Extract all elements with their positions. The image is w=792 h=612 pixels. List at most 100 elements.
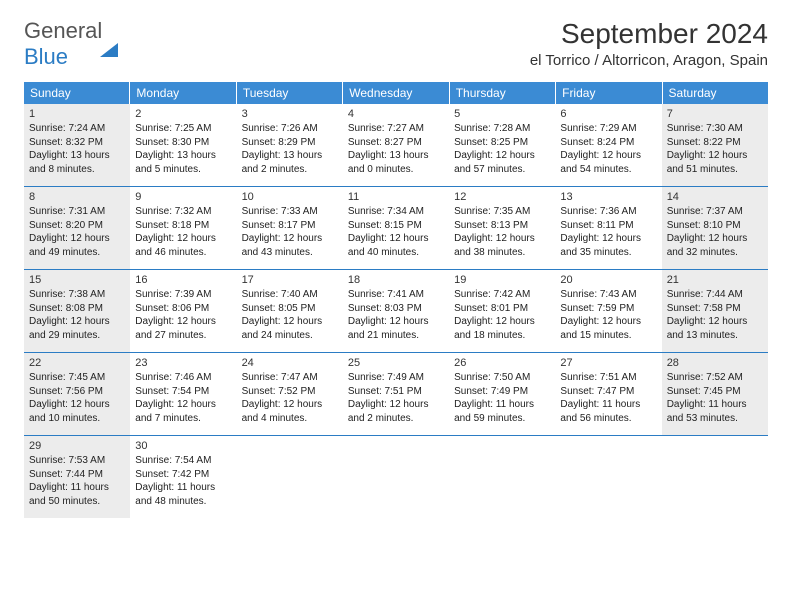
day-cell: 8 Sunrise: 7:31 AMSunset: 8:20 PMDaylight… (24, 187, 130, 269)
day-info: Sunrise: 7:32 AMSunset: 8:18 PMDaylight:… (135, 205, 231, 259)
day-number: 22 (29, 357, 125, 369)
day-info: Sunrise: 7:42 AMSunset: 8:01 PMDaylight:… (454, 288, 550, 342)
day-info: Sunrise: 7:34 AMSunset: 8:15 PMDaylight:… (348, 205, 444, 259)
day-number: 9 (135, 191, 231, 203)
week-row: 1Sunrise: 7:24 AMSunset: 8:32 PMDaylight… (24, 104, 768, 186)
day-cell: 24 Sunrise: 7:47 AMSunset: 7:52 PMDayligh… (237, 353, 343, 435)
day-info: Sunrise: 7:35 AMSunset: 8:13 PMDaylight:… (454, 205, 550, 259)
day-info: Sunrise: 7:38 AMSunset: 8:08 PMDaylight:… (29, 288, 125, 342)
day-cell: 11Sunrise: 7:34 AMSunset: 8:15 PMDayligh… (343, 187, 449, 269)
day-number: 3 (242, 108, 338, 120)
day-info: Sunrise: 7:39 AMSunset: 8:06 PMDaylight:… (135, 288, 231, 342)
day-number: 15 (29, 274, 125, 286)
week-row: 8 Sunrise: 7:31 AMSunset: 8:20 PMDaylight… (24, 186, 768, 269)
day-info: Sunrise: 7:47 AMSunset: 7:52 PMDaylight:… (242, 371, 338, 425)
day-number: 2 (135, 108, 231, 120)
day-info: Sunrise: 7:53 AMSunset: 7:44 PMDaylight:… (29, 454, 125, 508)
calendar-page: General Blue September 2024 el Torrico /… (0, 0, 792, 536)
day-number: 12 (454, 191, 550, 203)
brand-part2: Blue (24, 44, 68, 69)
weekday-header: Wednesday (343, 82, 449, 104)
day-info: Sunrise: 7:33 AMSunset: 8:17 PMDaylight:… (242, 205, 338, 259)
brand-part1: General (24, 18, 102, 43)
day-info: Sunrise: 7:50 AMSunset: 7:49 PMDaylight:… (454, 371, 550, 425)
weekday-header: Friday (556, 82, 662, 104)
week-row: 22Sunrise: 7:45 AMSunset: 7:56 PMDayligh… (24, 352, 768, 435)
day-info: Sunrise: 7:27 AMSunset: 8:27 PMDaylight:… (348, 122, 444, 176)
day-number: 7 (667, 108, 763, 120)
triangle-icon (100, 18, 118, 57)
day-cell: 16 Sunrise: 7:39 AMSunset: 8:06 PMDayligh… (130, 270, 236, 352)
day-cell: 12 Sunrise: 7:35 AMSunset: 8:13 PMDayligh… (449, 187, 555, 269)
day-info: Sunrise: 7:51 AMSunset: 7:47 PMDaylight:… (560, 371, 656, 425)
day-info: Sunrise: 7:36 AMSunset: 8:11 PMDaylight:… (560, 205, 656, 259)
weekday-header: Saturday (663, 82, 768, 104)
day-cell: 9 Sunrise: 7:32 AMSunset: 8:18 PMDaylight… (130, 187, 236, 269)
day-info: Sunrise: 7:31 AMSunset: 8:20 PMDaylight:… (29, 205, 125, 259)
weekday-header: Sunday (24, 82, 130, 104)
day-info: Sunrise: 7:43 AMSunset: 7:59 PMDaylight:… (560, 288, 656, 342)
day-number: 18 (348, 274, 444, 286)
day-info: Sunrise: 7:41 AMSunset: 8:03 PMDaylight:… (348, 288, 444, 342)
day-number: 13 (560, 191, 656, 203)
day-cell: 27Sunrise: 7:51 AMSunset: 7:47 PMDayligh… (555, 353, 661, 435)
day-cell: 13 Sunrise: 7:36 AMSunset: 8:11 PMDayligh… (555, 187, 661, 269)
day-cell: 1Sunrise: 7:24 AMSunset: 8:32 PMDaylight… (24, 104, 130, 186)
day-cell: 21 Sunrise: 7:44 AMSunset: 7:58 PMDayligh… (662, 270, 768, 352)
week-row: 29 Sunrise: 7:53 AMSunset: 7:44 PMDayligh… (24, 435, 768, 518)
day-cell: 25 Sunrise: 7:49 AMSunset: 7:51 PMDayligh… (343, 353, 449, 435)
day-number: 6 (560, 108, 656, 120)
weeks-container: 1Sunrise: 7:24 AMSunset: 8:32 PMDaylight… (24, 104, 768, 518)
page-header: General Blue September 2024 el Torrico /… (24, 18, 768, 70)
day-cell (449, 436, 555, 518)
day-number: 19 (454, 274, 550, 286)
day-info: Sunrise: 7:26 AMSunset: 8:29 PMDaylight:… (242, 122, 338, 176)
day-number: 20 (560, 274, 656, 286)
day-info: Sunrise: 7:24 AMSunset: 8:32 PMDaylight:… (29, 122, 125, 176)
calendar-grid: SundayMondayTuesdayWednesdayThursdayFrid… (24, 82, 768, 518)
day-number: 14 (667, 191, 763, 203)
day-number: 8 (29, 191, 125, 203)
day-info: Sunrise: 7:30 AMSunset: 8:22 PMDaylight:… (667, 122, 763, 176)
day-cell: 6 Sunrise: 7:29 AMSunset: 8:24 PMDaylight… (555, 104, 661, 186)
day-cell: 15 Sunrise: 7:38 AMSunset: 8:08 PMDayligh… (24, 270, 130, 352)
day-info: Sunrise: 7:54 AMSunset: 7:42 PMDaylight:… (135, 454, 231, 508)
day-cell: 4Sunrise: 7:27 AMSunset: 8:27 PMDaylight… (343, 104, 449, 186)
day-info: Sunrise: 7:28 AMSunset: 8:25 PMDaylight:… (454, 122, 550, 176)
title-block: September 2024 el Torrico / Altorricon, … (530, 18, 768, 69)
day-number: 25 (348, 357, 444, 369)
day-cell: 7 Sunrise: 7:30 AMSunset: 8:22 PMDaylight… (662, 104, 768, 186)
weekday-header: Tuesday (237, 82, 343, 104)
weekday-header: Monday (130, 82, 236, 104)
day-number: 17 (242, 274, 338, 286)
day-cell: 17 Sunrise: 7:40 AMSunset: 8:05 PMDayligh… (237, 270, 343, 352)
day-info: Sunrise: 7:29 AMSunset: 8:24 PMDaylight:… (560, 122, 656, 176)
day-cell (662, 436, 768, 518)
day-info: Sunrise: 7:52 AMSunset: 7:45 PMDaylight:… (667, 371, 763, 425)
day-info: Sunrise: 7:37 AMSunset: 8:10 PMDaylight:… (667, 205, 763, 259)
day-cell: 14 Sunrise: 7:37 AMSunset: 8:10 PMDayligh… (662, 187, 768, 269)
day-info: Sunrise: 7:40 AMSunset: 8:05 PMDaylight:… (242, 288, 338, 342)
weekday-header: Thursday (450, 82, 556, 104)
day-cell (343, 436, 449, 518)
day-cell: 3 Sunrise: 7:26 AMSunset: 8:29 PMDaylight… (237, 104, 343, 186)
day-cell: 18 Sunrise: 7:41 AMSunset: 8:03 PMDayligh… (343, 270, 449, 352)
brand-logo: General Blue (24, 18, 118, 70)
day-cell: 19 Sunrise: 7:42 AMSunset: 8:01 PMDayligh… (449, 270, 555, 352)
month-title: September 2024 (530, 18, 768, 50)
day-number: 16 (135, 274, 231, 286)
day-cell: 28Sunrise: 7:52 AMSunset: 7:45 PMDayligh… (662, 353, 768, 435)
day-number: 21 (667, 274, 763, 286)
day-info: Sunrise: 7:25 AMSunset: 8:30 PMDaylight:… (135, 122, 231, 176)
day-info: Sunrise: 7:49 AMSunset: 7:51 PMDaylight:… (348, 371, 444, 425)
day-info: Sunrise: 7:44 AMSunset: 7:58 PMDaylight:… (667, 288, 763, 342)
brand-text: General Blue (24, 18, 118, 70)
day-number: 24 (242, 357, 338, 369)
day-cell (555, 436, 661, 518)
day-number: 29 (29, 440, 125, 452)
day-number: 30 (135, 440, 231, 452)
day-number: 23 (135, 357, 231, 369)
day-number: 10 (242, 191, 338, 203)
day-number: 5 (454, 108, 550, 120)
day-cell: 2 Sunrise: 7:25 AMSunset: 8:30 PMDaylight… (130, 104, 236, 186)
